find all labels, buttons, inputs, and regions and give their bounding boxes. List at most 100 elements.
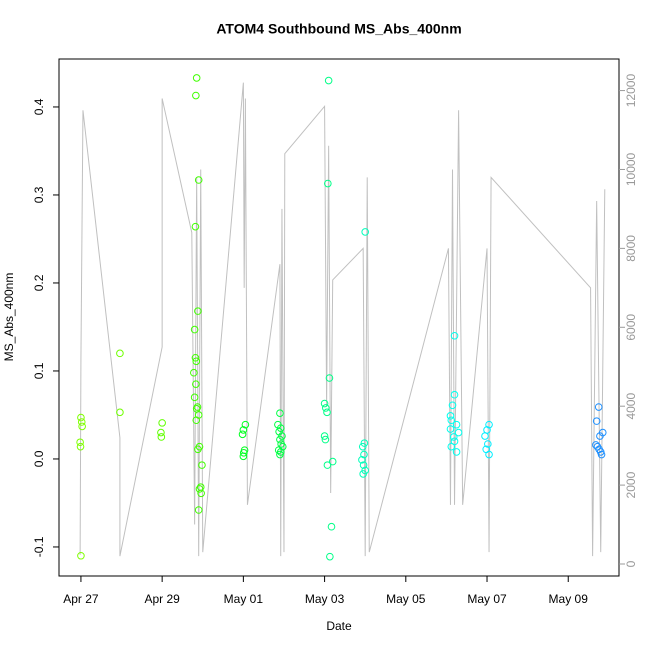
point [192, 91, 200, 100]
point [449, 433, 458, 441]
point [194, 307, 202, 315]
point [274, 446, 283, 454]
point [324, 179, 332, 188]
plot-frame [58, 58, 620, 577]
point [450, 331, 459, 340]
x-tick-label: May 05 [386, 592, 426, 606]
point [597, 450, 606, 459]
point [446, 425, 455, 433]
y2-tick-label: 8000 [624, 235, 638, 262]
y2-tick-label: 4000 [624, 393, 638, 420]
point [194, 445, 202, 454]
point [484, 440, 492, 448]
y-tick-label: 0.0 [32, 450, 46, 467]
point [239, 449, 248, 457]
point [157, 428, 165, 437]
point [77, 413, 85, 422]
x-tick-label: May 09 [549, 592, 589, 606]
point [358, 442, 367, 451]
point [190, 393, 199, 402]
point [592, 417, 601, 425]
point [276, 435, 284, 444]
point [360, 450, 368, 459]
x-tick-label: May 07 [467, 592, 507, 606]
point [192, 380, 200, 388]
y2-tick-label: 6000 [624, 314, 638, 341]
point [190, 325, 199, 334]
point [325, 374, 334, 382]
point [359, 461, 368, 469]
point [447, 442, 456, 451]
y-tick-label: -0.1 [32, 536, 46, 557]
point [194, 506, 203, 514]
y2-tick-label: 2000 [624, 471, 638, 498]
point [361, 228, 369, 236]
point [276, 409, 284, 418]
point [158, 419, 166, 427]
point [191, 353, 200, 362]
point [197, 489, 205, 498]
point [195, 485, 204, 493]
point [276, 424, 285, 432]
point [198, 461, 206, 469]
point [594, 403, 603, 411]
point [327, 522, 336, 531]
point [481, 432, 489, 440]
point [157, 433, 166, 441]
point [192, 357, 201, 366]
point [76, 438, 84, 447]
point [359, 470, 367, 478]
y-tick-label: 0.1 [32, 362, 46, 379]
point [328, 457, 337, 466]
y-tick-label: 0.3 [32, 186, 46, 203]
y2-tick-label: 12000 [624, 74, 638, 108]
point [191, 222, 200, 231]
point [448, 401, 457, 410]
point [323, 408, 331, 417]
point [323, 461, 332, 469]
point [116, 408, 124, 417]
point [452, 448, 461, 456]
point [78, 422, 86, 431]
point [485, 450, 493, 459]
y-axis-label: MS_Abs_400nm [2, 273, 16, 362]
point [322, 404, 330, 412]
point [76, 442, 85, 451]
point [596, 432, 604, 440]
point [239, 426, 248, 434]
point [192, 416, 201, 425]
point [450, 437, 459, 446]
chart-title: ATOM4 Southbound MS_Abs_400nm [216, 21, 461, 37]
point [320, 399, 329, 408]
y2-tick-label: 0 [624, 560, 638, 567]
point [194, 176, 203, 184]
point [446, 412, 455, 420]
point [324, 76, 333, 85]
x-tick-label: Apr 29 [144, 592, 180, 606]
x-tick-label: May 01 [224, 592, 264, 606]
x-tick-label: May 03 [305, 592, 345, 606]
point [276, 450, 284, 459]
point [239, 452, 248, 461]
point [77, 418, 86, 426]
point [192, 74, 201, 82]
point [452, 420, 461, 429]
point [241, 420, 250, 429]
point [360, 439, 369, 447]
point [326, 552, 334, 561]
x-axis-label: Date [326, 619, 352, 633]
point [238, 430, 247, 439]
point [321, 435, 330, 444]
y2-tick-label: 10000 [624, 152, 638, 186]
point [358, 456, 366, 464]
point [447, 416, 456, 425]
point [450, 390, 459, 399]
y-tick-label: 0.2 [32, 274, 46, 291]
point [320, 432, 329, 440]
point [454, 428, 463, 437]
point [77, 551, 85, 560]
altitude-line [79, 82, 606, 557]
y-tick-label: 0.4 [32, 98, 46, 115]
point [116, 349, 124, 358]
